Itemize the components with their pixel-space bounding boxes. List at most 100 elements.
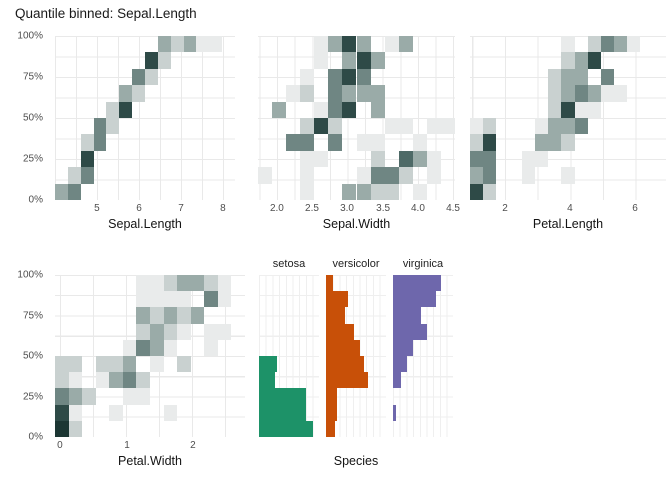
heatmap-tile: [314, 118, 329, 135]
heatmap-tile: [574, 52, 588, 69]
heatmap-tile: [150, 275, 164, 292]
y-axis-tick-label: 100%: [17, 30, 43, 42]
heatmap-tile: [67, 183, 81, 200]
histogram-bar: [393, 291, 436, 308]
heatmap-tile: [548, 134, 562, 151]
histogram-bar: [326, 420, 335, 437]
heatmap-tile: [314, 36, 329, 53]
plot-area: [259, 275, 319, 437]
x-axis-ticks: 2.0 2.5 3.0 3.5 4.0 4.5: [258, 200, 460, 215]
heatmap-tile: [55, 356, 69, 373]
x-axis-tick-label: 4.5: [446, 203, 460, 214]
histogram-bars: [393, 275, 453, 437]
heatmap-tile: [356, 68, 371, 86]
heatmap-tiles: [470, 36, 666, 200]
x-axis-title: Sepal.Width: [322, 217, 391, 231]
histogram-bar: [326, 339, 360, 356]
heatmap-tile: [136, 275, 150, 292]
heatmap-tile: [170, 36, 184, 53]
heatmap-tile: [398, 36, 413, 53]
heatmap-tile: [574, 118, 588, 135]
heatmap-tile: [150, 307, 164, 324]
heatmap-tile: [163, 339, 178, 356]
heatmap-tile: [204, 323, 218, 340]
y-axis-tick-label: 25%: [22, 153, 43, 165]
heatmap-tile: [95, 356, 110, 373]
heatmap-tile: [342, 68, 357, 86]
heatmap-tile: [370, 101, 385, 118]
x-axis-tick-label: 1: [124, 440, 130, 451]
histogram-bar: [259, 420, 313, 437]
heatmap-tile: [370, 167, 385, 184]
heatmap-tiles: [258, 36, 455, 200]
facet-label-virginica: virginica: [402, 258, 444, 270]
heatmap-tile: [370, 85, 385, 102]
heatmap-tile: [483, 150, 497, 168]
heatmap-tile: [574, 68, 588, 86]
heatmap-tile: [157, 52, 171, 69]
histogram-bar: [326, 372, 368, 389]
heatmap-tile: [150, 339, 164, 356]
heatmap-tile: [68, 356, 83, 373]
x-axis-tick-label: 6: [136, 203, 142, 214]
heatmap-tile: [470, 167, 484, 184]
heatmap-tile: [328, 85, 343, 102]
x-axis-title: Petal.Length: [532, 217, 604, 231]
heatmap-tile: [328, 134, 343, 151]
heatmap-tile: [300, 183, 315, 200]
histogram-bar: [326, 275, 334, 292]
y-axis-tick-label: 75%: [22, 310, 43, 321]
x-axis-ticks: 2 4 6: [470, 200, 666, 215]
panel-petal-length: 2 4 6 Petal.Length: [470, 36, 666, 231]
heatmap-tile: [356, 134, 371, 151]
heatmap-tile: [163, 404, 178, 421]
heatmap-tile: [68, 404, 83, 421]
heatmap-tile: [535, 134, 549, 151]
heatmap-tile: [561, 118, 575, 135]
plot-title: Quantile binned: Sepal.Length: [15, 6, 197, 21]
heatmap-tile: [535, 150, 549, 168]
heatmap-tile: [286, 134, 301, 151]
plot-area: [470, 36, 666, 200]
heatmap-tile: [67, 167, 81, 184]
heatmap-tile: [68, 420, 83, 437]
heatmap-tile: [370, 52, 385, 69]
heatmap-tile: [163, 275, 178, 292]
heatmap-tile: [196, 36, 210, 53]
heatmap-tile: [574, 101, 588, 118]
heatmap-tile: [548, 118, 562, 135]
y-axis-tick-label: 100%: [17, 269, 43, 281]
heatmap-tile: [470, 134, 484, 151]
heatmap-tile: [613, 36, 627, 53]
heatmap-tile: [122, 372, 137, 389]
heatmap-tile: [483, 134, 497, 151]
heatmap-tile: [109, 372, 123, 389]
heatmap-tile: [384, 118, 399, 135]
heatmap-tile: [587, 101, 601, 118]
heatmap-tile: [342, 85, 357, 102]
plot-area: [393, 275, 453, 437]
heatmap-tile: [300, 68, 315, 86]
heatmap-tile: [356, 183, 371, 200]
heatmap-tile: [286, 85, 301, 102]
heatmap-tile: [68, 372, 83, 389]
heatmap-tile: [209, 36, 223, 53]
heatmap-tile: [150, 323, 164, 340]
heatmap-tile: [136, 307, 150, 324]
heatmap-tile: [217, 323, 232, 340]
heatmap-tile: [384, 36, 399, 53]
heatmap-tile: [177, 356, 191, 373]
heatmap-tile: [272, 101, 287, 118]
heatmap-tile: [561, 101, 575, 118]
heatmap-tile: [483, 183, 497, 200]
heatmap-tile: [163, 307, 178, 324]
heatmap-tile: [384, 183, 399, 200]
facet-setosa: setosa: [259, 258, 319, 437]
heatmap-tile: [356, 36, 371, 53]
x-axis-tick-label: 6: [632, 203, 638, 214]
facet-versicolor: versicolor: [326, 258, 386, 437]
heatmap-tile: [342, 101, 357, 118]
heatmap-tile: [328, 36, 343, 53]
heatmap-tile: [204, 291, 218, 308]
